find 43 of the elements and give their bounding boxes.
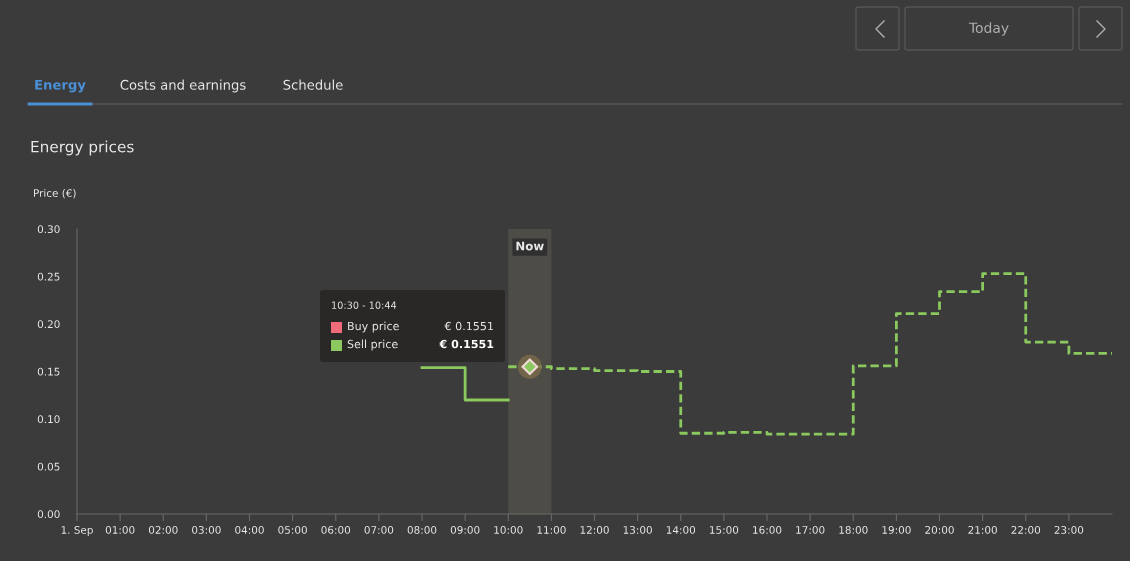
annotation: Sell price (347, 339, 398, 351)
y-tick-label: 0.30 (37, 225, 60, 234)
x-tick-label: 07:00 (364, 525, 394, 534)
text: Today (968, 22, 1009, 36)
x-tick-label: 02:00 (148, 525, 178, 534)
x-tick-label: 23:00 (1054, 525, 1084, 534)
text: Costs and earnings (120, 79, 246, 93)
x-tick-label: 19:00 (882, 525, 911, 534)
annotation: € 0.1551 (439, 339, 494, 349)
x-tick-label: 1. Sep (61, 525, 93, 536)
y-tick-label: 0.10 (37, 415, 60, 424)
x-tick-label: 14:00 (666, 525, 696, 534)
y-tick-label: 0.05 (37, 462, 60, 471)
x-tick-label: 13:00 (623, 525, 652, 534)
x-tick-label: 06:00 (321, 525, 351, 534)
annotation: Buy price (348, 321, 399, 333)
chart-title: Energy prices (31, 140, 134, 156)
text: Schedule (283, 79, 343, 90)
x-tick-label: 17:00 (796, 525, 825, 534)
x-tick-label: 15:00 (710, 525, 739, 534)
y-axis-title: Price (€) (34, 188, 76, 199)
band-label: Now (516, 241, 544, 251)
y-tick-label: 0.25 (37, 272, 60, 281)
annotation: € 0.1551 (444, 321, 493, 331)
x-tick-label: 05:00 (278, 525, 307, 534)
x-tick-label: 03:00 (192, 525, 221, 534)
x-tick-label: 10:00 (494, 525, 523, 534)
x-tick-label: 21:00 (968, 525, 997, 534)
x-tick-label: 08:00 (407, 525, 437, 534)
x-tick-label: 01:00 (105, 525, 135, 534)
x-tick-label: 11:00 (537, 525, 566, 534)
x-tick-label: 20:00 (925, 525, 954, 534)
x-tick-label: 18:00 (839, 525, 868, 534)
x-tick-label: 16:00 (753, 525, 782, 534)
y-tick-label: 0.20 (37, 320, 60, 329)
x-tick-label: 22:00 (1011, 525, 1041, 534)
x-tick-label: 09:00 (450, 525, 480, 534)
x-tick-label: 04:00 (235, 525, 264, 534)
y-tick-label: 0.15 (37, 367, 60, 376)
annotation: 10:30 - 10:44 (332, 301, 397, 309)
x-tick-label: 12:00 (580, 525, 609, 534)
text: Energy (35, 79, 86, 93)
y-tick-label: 0.00 (37, 510, 60, 519)
